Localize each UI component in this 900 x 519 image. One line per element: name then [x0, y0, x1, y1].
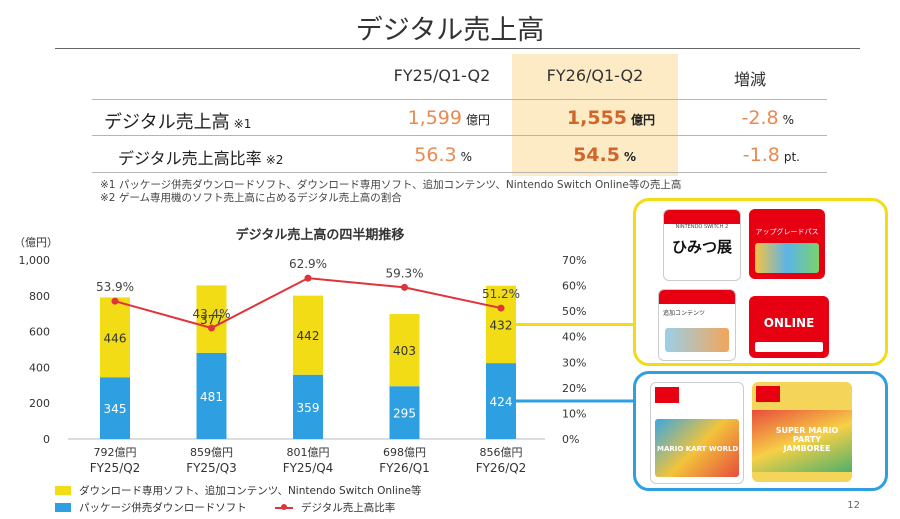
cell-prev-sales: 1,599 億円 — [407, 107, 490, 129]
bar-download-only — [293, 295, 323, 375]
ratio-label: 53.9% — [96, 280, 134, 294]
bar-value-label: 442 — [297, 329, 320, 343]
ratio-label: 43.4% — [192, 307, 230, 321]
ratio-point — [497, 304, 505, 312]
ratio-label: 62.9% — [289, 257, 327, 271]
x-tick-label: FY25/Q3 — [186, 461, 237, 475]
bar-value-label: 424 — [490, 395, 513, 409]
legend-item-bundled: パッケージ併売ダウンロードソフト — [55, 500, 247, 515]
footnote-1: ※1 パッケージ併売ダウンロードソフト、ダウンロード専用ソフト、追加コンテンツ、… — [100, 179, 682, 191]
product-card-dlc: 追加コンテンツ — [658, 289, 736, 361]
bar-bundled-download — [389, 386, 420, 439]
bar-download-only — [100, 297, 130, 378]
bar-bundled-download — [486, 363, 516, 439]
legend-item-ratio: デジタル売上高比率 — [275, 500, 395, 515]
bar-download-only — [196, 285, 227, 353]
bar-total-label: 698億円 — [383, 446, 426, 459]
bar-total-label: 859億円 — [190, 446, 233, 459]
y2-tick-label: 50% — [562, 305, 586, 318]
ratio-label: 59.3% — [385, 266, 423, 280]
bar-value-label: 345 — [104, 402, 127, 416]
col-header-prev: FY25/Q1-Q2 — [393, 66, 491, 85]
product-box-bundled: MARIO KART WORLD SUPER MARIO PARTY JAMBO… — [633, 371, 888, 491]
y-tick-label: 600 — [29, 326, 50, 339]
bar-value-label: 481 — [200, 390, 223, 404]
bar-download-only — [389, 314, 420, 387]
table-rule — [92, 135, 827, 136]
current-period-highlight — [512, 54, 678, 176]
bar-total-label: 856億円 — [480, 446, 523, 459]
product-card-online: ONLINE — [749, 296, 829, 358]
x-tick-label: FY25/Q4 — [283, 461, 334, 475]
chart-title: デジタル売上高の四半期推移 — [235, 228, 405, 243]
y-tick-label: 200 — [29, 397, 50, 410]
product-card-upgrade-pass: アップグレードパス — [749, 209, 825, 279]
y2-tick-label: 0% — [562, 433, 579, 446]
ratio-point — [111, 297, 119, 305]
cell-change-ratio: -1.8 pt. — [742, 144, 800, 166]
cell-curr-ratio: 54.5% — [573, 144, 636, 166]
col-header-curr: FY26/Q1-Q2 — [546, 66, 644, 85]
col-header-change: 増減 — [733, 70, 766, 89]
ratio-point — [401, 283, 408, 291]
bar-value-label: 377 — [200, 313, 223, 327]
y-unit-label: （億円） — [14, 236, 58, 249]
page-number: 12 — [847, 500, 860, 511]
cell-curr-sales: 1,555 億円 — [566, 107, 655, 129]
product-card-mario-party: SUPER MARIO PARTY JAMBOREE — [752, 382, 852, 482]
x-tick-label: FY25/Q2 — [90, 461, 141, 475]
row-label-digital-ratio: デジタル売上高比率 ※2 — [118, 149, 284, 168]
title-divider — [55, 48, 860, 49]
bar-value-label: 295 — [393, 407, 416, 421]
product-card-himitsu: NINTENDO SWITCH 2 ひみつ展 — [663, 209, 741, 281]
y-tick-label: 800 — [29, 290, 50, 303]
row-label-digital-sales: デジタル売上高 ※1 — [104, 112, 252, 133]
page-title: デジタル売上高 — [355, 15, 545, 46]
bar-total-label: 792億円 — [94, 446, 137, 459]
table-rule — [92, 99, 827, 100]
cell-change-sales: -2.8% — [741, 107, 794, 129]
bar-value-label: 359 — [297, 401, 320, 415]
legend-line-red — [275, 504, 293, 510]
bar-bundled-download — [196, 352, 227, 439]
bar-value-label: 403 — [393, 344, 416, 358]
y-tick-label: 0 — [43, 433, 50, 446]
y-tick-label: 400 — [29, 361, 50, 374]
product-card-mario-kart: MARIO KART WORLD — [650, 382, 744, 484]
ratio-label: 51.2% — [482, 287, 520, 301]
bar-bundled-download — [100, 377, 130, 439]
bar-value-label: 432 — [490, 318, 513, 332]
y2-tick-label: 60% — [562, 280, 586, 293]
bar-total-label: 801億円 — [287, 446, 330, 459]
x-tick-label: FY26/Q1 — [379, 461, 430, 475]
ratio-point — [304, 274, 312, 282]
bar-download-only — [486, 285, 516, 364]
cell-prev-ratio: 56.3% — [414, 144, 472, 166]
y2-tick-label: 20% — [562, 382, 586, 395]
table-rule — [92, 172, 827, 173]
ratio-point — [208, 324, 215, 332]
footnote-2: ※2 ゲーム専用機のソフト売上高に占めるデジタル売上高の割合 — [100, 192, 402, 204]
bar-bundled-download — [293, 374, 323, 439]
legend-swatch-yellow — [55, 486, 71, 495]
legend-swatch-blue — [55, 503, 71, 512]
y2-tick-label: 40% — [562, 331, 586, 344]
y2-tick-label: 10% — [562, 407, 586, 420]
y-tick-label: 1,000 — [19, 254, 51, 267]
bar-value-label: 446 — [104, 331, 127, 345]
x-tick-label: FY26/Q2 — [476, 461, 527, 475]
legend-item-download-only: ダウンロード専用ソフト、追加コンテンツ、Nintendo Switch Onli… — [55, 483, 421, 498]
y2-tick-label: 70% — [562, 254, 586, 267]
product-box-download-only: NINTENDO SWITCH 2 ひみつ展 アップグレードパス 追加コンテンツ… — [633, 198, 888, 366]
y2-tick-label: 30% — [562, 356, 586, 369]
